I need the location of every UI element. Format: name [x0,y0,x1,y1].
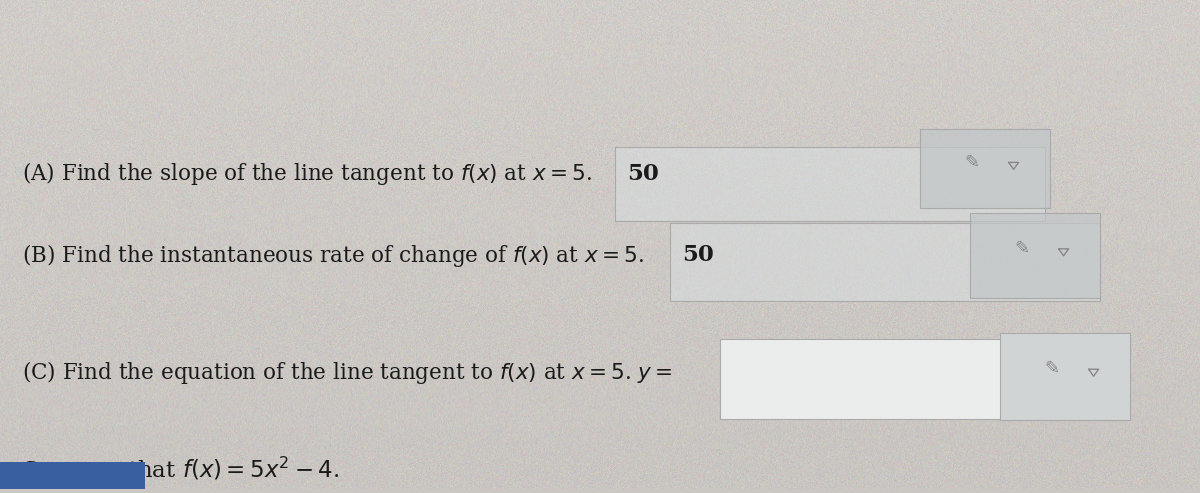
Bar [720,340,1100,419]
Text: (B) Find the instantaneous rate of change of $f(x)$ at $x = 5$.: (B) Find the instantaneous rate of chang… [22,242,644,269]
Text: (A) Find the slope of the line tangent to $f(x)$ at $x = 5$.: (A) Find the slope of the line tangent t… [22,160,592,187]
Bar [920,129,1050,209]
Bar [1000,333,1130,420]
Text: ✎: ✎ [1014,240,1030,258]
Text: 50: 50 [628,163,659,185]
Bar [670,223,1100,301]
Bar [0,461,145,490]
Text: Suppose that $f(x) = 5x^2 - 4$.: Suppose that $f(x) = 5x^2 - 4$. [22,455,338,485]
Text: 50: 50 [682,244,714,266]
Bar [616,147,1045,221]
Bar [970,213,1100,298]
Text: ✎: ✎ [965,153,979,172]
Text: (C) Find the equation of the line tangent to $f(x)$ at $x = 5$. $y =$: (C) Find the equation of the line tangen… [22,359,672,386]
Text: ✎: ✎ [1044,360,1060,378]
